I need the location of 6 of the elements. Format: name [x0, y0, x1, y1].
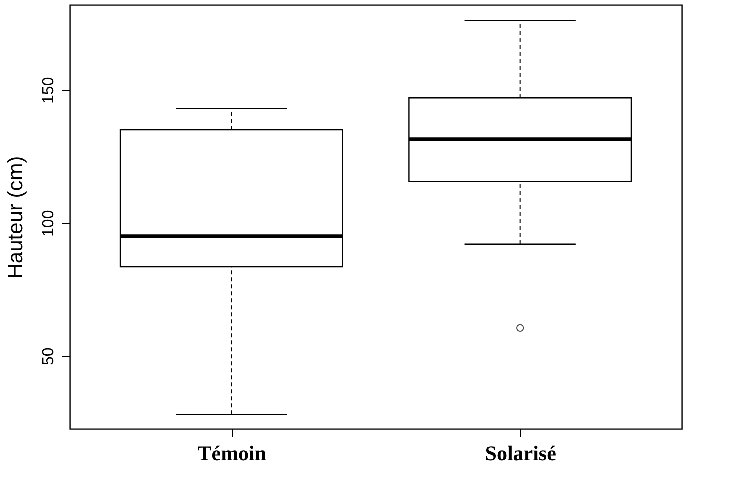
- y-tick-label: 100: [40, 210, 58, 237]
- x-tick-label: Solarisé: [485, 442, 556, 466]
- y-tick-label: 150: [40, 77, 58, 104]
- x-tick-label: Témoin: [198, 442, 267, 466]
- y-tick-label: 50: [40, 348, 58, 366]
- y-axis-title: Hauteur (cm): [4, 156, 28, 279]
